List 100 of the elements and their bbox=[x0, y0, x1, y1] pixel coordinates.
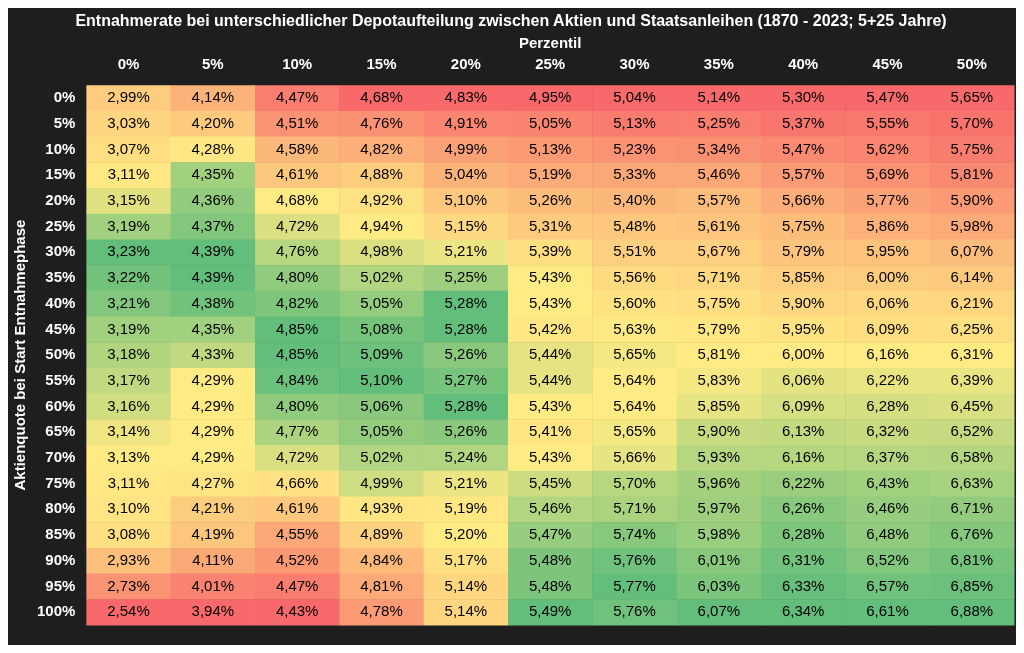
data-label: 4,89% bbox=[360, 525, 403, 543]
data-label: 3,19% bbox=[107, 216, 150, 234]
data-label: 5,66% bbox=[781, 191, 825, 209]
data-label: 3,23% bbox=[107, 242, 150, 260]
data-label: 4,33% bbox=[191, 345, 235, 363]
data-label: 5,04% bbox=[613, 88, 656, 106]
data-label: 4,52% bbox=[275, 550, 319, 568]
data-label: 5,21% bbox=[444, 473, 488, 491]
data-label: 4,55% bbox=[275, 525, 319, 543]
data-label: 5,98% bbox=[697, 525, 741, 543]
data-label: 3,94% bbox=[191, 602, 235, 620]
x-tick-label: 10% bbox=[282, 55, 313, 73]
data-label: 4,35% bbox=[191, 165, 235, 183]
x-tick-label: 50% bbox=[956, 55, 987, 73]
data-label: 2,73% bbox=[107, 576, 150, 594]
data-label: 5,46% bbox=[697, 165, 741, 183]
data-label: 5,43% bbox=[528, 448, 572, 466]
data-label: 5,30% bbox=[781, 88, 825, 106]
data-label: 2,93% bbox=[107, 550, 150, 568]
data-label: 5,96% bbox=[697, 473, 741, 491]
data-label: 6,06% bbox=[781, 370, 825, 388]
data-label: 5,76% bbox=[613, 602, 656, 620]
data-label: 4,80% bbox=[275, 268, 319, 286]
data-label: 6,25% bbox=[950, 319, 994, 337]
data-label: 3,07% bbox=[107, 139, 150, 157]
data-label: 5,85% bbox=[781, 268, 825, 286]
data-label: 5,79% bbox=[697, 319, 741, 337]
data-label: 6,71% bbox=[950, 499, 994, 517]
data-label: 4,84% bbox=[275, 370, 319, 388]
data-label: 5,49% bbox=[528, 602, 572, 620]
data-label: 4,82% bbox=[275, 293, 319, 311]
data-label: 5,86% bbox=[866, 216, 909, 234]
data-label: 5,21% bbox=[444, 242, 488, 260]
data-label: 6,22% bbox=[866, 370, 909, 388]
data-label: 5,71% bbox=[613, 499, 656, 517]
data-label: 5,28% bbox=[444, 396, 488, 414]
data-label: 4,29% bbox=[191, 422, 235, 440]
data-label: 3,15% bbox=[107, 191, 150, 209]
data-label: 5,63% bbox=[613, 319, 656, 337]
data-label: 4,85% bbox=[275, 345, 319, 363]
data-label: 4,51% bbox=[275, 113, 319, 131]
data-label: 3,19% bbox=[107, 319, 150, 337]
data-label: 5,28% bbox=[444, 293, 488, 311]
data-label: 5,26% bbox=[528, 191, 572, 209]
data-label: 6,61% bbox=[866, 602, 909, 620]
data-label: 4,14% bbox=[191, 88, 235, 106]
y-tick-label: 95% bbox=[45, 576, 76, 594]
data-label: 3,11% bbox=[107, 165, 150, 183]
data-label: 4,80% bbox=[275, 396, 319, 414]
data-label: 3,18% bbox=[107, 345, 150, 363]
y-tick-label: 5% bbox=[53, 113, 76, 131]
x-tick-label: 25% bbox=[535, 55, 566, 73]
data-label: 6,46% bbox=[866, 499, 909, 517]
data-label: 5,56% bbox=[613, 268, 656, 286]
data-label: 5,47% bbox=[781, 139, 825, 157]
data-label: 5,40% bbox=[613, 191, 656, 209]
data-label: 5,70% bbox=[613, 473, 656, 491]
data-label: 3,14% bbox=[107, 422, 150, 440]
data-label: 4,29% bbox=[191, 370, 235, 388]
data-label: 4,99% bbox=[444, 139, 488, 157]
data-label: 2,99% bbox=[107, 88, 150, 106]
data-label: 5,25% bbox=[697, 113, 741, 131]
data-label: 5,75% bbox=[950, 139, 994, 157]
data-label: 6,52% bbox=[866, 550, 909, 568]
data-label: 5,69% bbox=[866, 165, 909, 183]
data-label: 5,43% bbox=[528, 293, 572, 311]
data-label: 6,03% bbox=[697, 576, 741, 594]
data-label: 5,66% bbox=[613, 448, 656, 466]
data-label: 5,19% bbox=[528, 165, 572, 183]
x-tick-label: 5% bbox=[202, 55, 224, 73]
data-label: 5,02% bbox=[360, 268, 403, 286]
data-label: 3,03% bbox=[107, 113, 150, 131]
data-label: 6,45% bbox=[950, 396, 994, 414]
data-label: 6,16% bbox=[781, 448, 825, 466]
data-label: 5,57% bbox=[697, 191, 741, 209]
x-tick-label: 0% bbox=[117, 55, 140, 73]
data-label: 5,70% bbox=[950, 113, 994, 131]
data-label: 5,31% bbox=[528, 216, 572, 234]
data-label: 4,99% bbox=[360, 473, 403, 491]
data-label: 4,21% bbox=[191, 499, 235, 517]
data-label: 5,51% bbox=[613, 242, 656, 260]
data-label: 5,90% bbox=[950, 191, 994, 209]
data-label: 4,39% bbox=[191, 268, 235, 286]
data-label: 6,28% bbox=[781, 525, 825, 543]
data-label: 6,07% bbox=[697, 602, 741, 620]
data-label: 4,58% bbox=[275, 139, 319, 157]
y-tick-label: 85% bbox=[45, 525, 76, 543]
data-label: 6,26% bbox=[781, 499, 825, 517]
data-label: 5,06% bbox=[360, 396, 403, 414]
data-label: 4,29% bbox=[191, 396, 235, 414]
data-label: 5,65% bbox=[613, 345, 656, 363]
x-tick-label: 15% bbox=[366, 55, 397, 73]
data-label: 6,01% bbox=[697, 550, 741, 568]
data-label: 6,81% bbox=[950, 550, 994, 568]
data-label: 4,84% bbox=[360, 550, 403, 568]
data-label: 5,08% bbox=[360, 319, 403, 337]
data-label: 4,82% bbox=[360, 139, 403, 157]
data-label: 4,98% bbox=[360, 242, 403, 260]
y-tick-label: 50% bbox=[45, 345, 76, 363]
x-tick-label: 30% bbox=[619, 55, 650, 73]
